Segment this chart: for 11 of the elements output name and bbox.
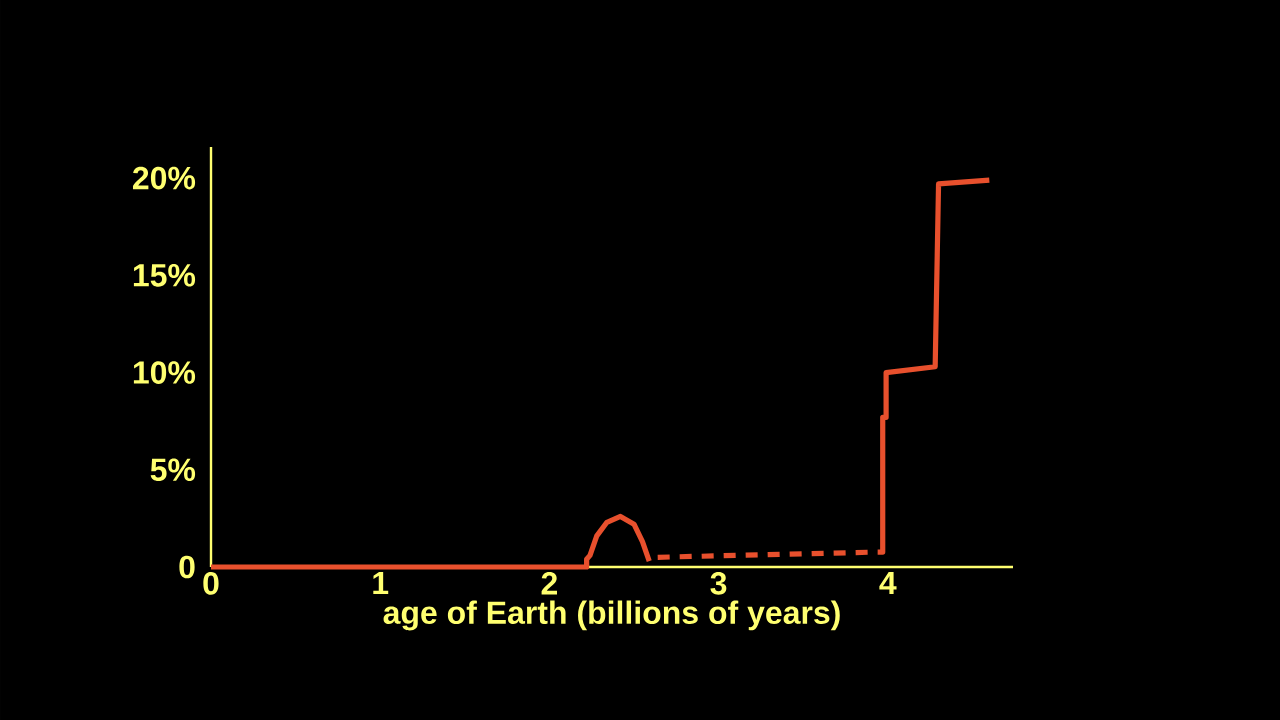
- x-tick-label: 1: [373, 572, 389, 595]
- y-tick-label: 0: [179, 555, 195, 579]
- x-tick-label: 2: [541, 572, 557, 595]
- x-axis-title: age of Earth (billions of years): [383, 600, 840, 631]
- y-tick-label: 10%: [133, 361, 196, 384]
- x-tick-label: 3: [710, 572, 727, 595]
- y-tick-label: 15%: [133, 264, 196, 287]
- y-tick-label: 5%: [150, 458, 196, 482]
- x-tick-label: 4: [879, 572, 897, 595]
- y-tick-label: 20%: [132, 166, 196, 190]
- x-tick-label: 0: [203, 572, 219, 595]
